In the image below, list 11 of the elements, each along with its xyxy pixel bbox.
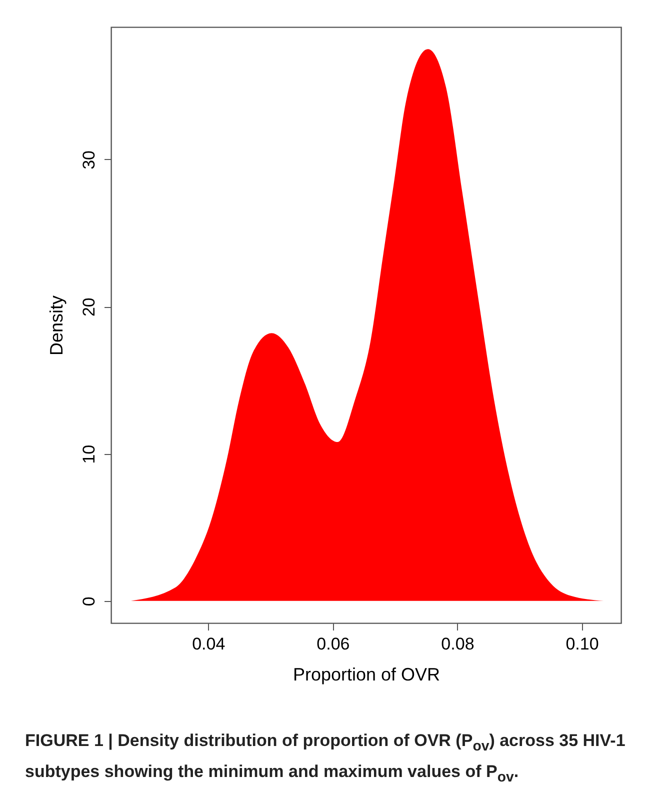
- x-tick-label: 0.04: [192, 634, 226, 654]
- x-tick-label: 0.10: [566, 634, 599, 654]
- x-tick-label: 0.08: [441, 634, 474, 654]
- y-tick-label: 0: [80, 596, 98, 606]
- y-tick-label: 30: [80, 150, 98, 170]
- x-tick-label: 0.06: [316, 634, 350, 654]
- y-axis-title: Density: [46, 295, 66, 356]
- caption: FIGURE 1 | Density distribution of proportion of OVR (P$_{ov}$) across 35 HIV-1 subtypes showing the minimum and maximum values of P$_{ov}$.: [25, 730, 626, 787]
- y-tick-label: 20: [80, 298, 98, 317]
- x-axis-title: Proportion of OVR: [292, 664, 440, 684]
- y-tick-label: 10: [80, 444, 98, 464]
